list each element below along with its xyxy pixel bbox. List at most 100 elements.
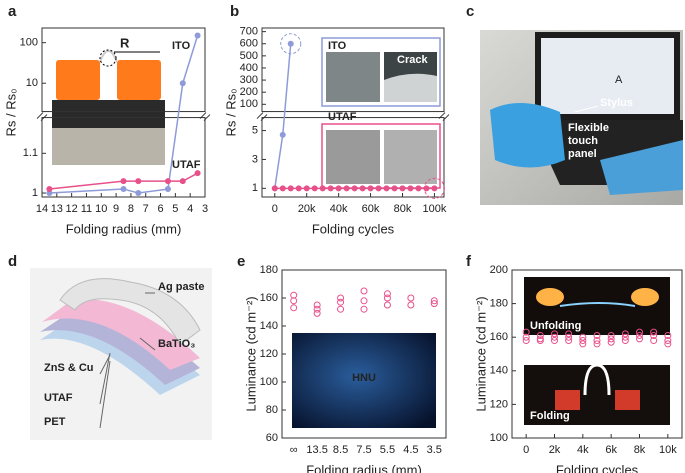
y-tick-label: 160 (260, 292, 278, 304)
micrograph-insets (321, 37, 441, 189)
panel-label: a (8, 3, 17, 20)
y-tick-label: 100 (260, 376, 278, 388)
leader-line (99, 352, 111, 405)
data-point (383, 185, 390, 192)
data-point (415, 185, 422, 192)
y-axis-label: Rs / Rs₀ (223, 88, 238, 136)
x-tick-label: 6 (157, 203, 163, 215)
leader-line (99, 354, 111, 375)
data-point (407, 301, 415, 309)
y-tick-label: 140 (260, 320, 278, 332)
plot-frame (511, 269, 683, 439)
data-point (360, 297, 368, 305)
data-point (135, 178, 142, 185)
data-point (375, 185, 382, 192)
x-tick-label: 14 (36, 203, 48, 215)
data-point (120, 178, 127, 185)
panel-label: f (466, 253, 472, 270)
photo-label: Flexible (568, 122, 609, 134)
x-tick-label: 7 (143, 203, 149, 215)
y-tick-label: 600 (240, 38, 258, 50)
data-point (607, 338, 615, 346)
data-point (565, 330, 573, 338)
highlight (423, 177, 445, 199)
x-axis-label: Folding cycles (556, 462, 639, 473)
annotation: HNU (352, 372, 376, 384)
x-tick-label: 5.5 (380, 444, 395, 456)
y-tick-label: 1.1 (23, 147, 38, 159)
layer-label: PET (44, 416, 66, 428)
x-tick-label: 9 (113, 203, 119, 215)
y-axis-label: Luminance (cd m⁻²) (243, 296, 258, 411)
data-point (313, 305, 321, 313)
leader-line (99, 360, 111, 429)
x-tick-label: 20k (298, 203, 316, 215)
x-tick-label: 3 (202, 203, 208, 215)
photo-label: touch (568, 135, 598, 147)
x-tick-label: 4k (577, 444, 589, 456)
x-tick-label: 80k (394, 203, 412, 215)
data-point (522, 333, 530, 341)
data-point (621, 330, 629, 338)
data-point (407, 185, 414, 192)
axis-break (199, 112, 211, 121)
data-point (337, 305, 345, 313)
data-point (383, 294, 391, 302)
x-tick-label: 10k (659, 444, 677, 456)
y-tick-label: 80 (266, 404, 278, 416)
plot-frame (261, 117, 445, 198)
data-point (593, 340, 601, 348)
y-tick-label: 100 (240, 98, 258, 110)
highlight (280, 33, 302, 55)
data-point (194, 170, 201, 177)
data-point (290, 297, 298, 305)
x-tick-label: ∞ (290, 444, 298, 456)
panel-label: e (237, 253, 245, 270)
data-point (337, 294, 345, 302)
x-axis-label: Folding radius (mm) (306, 462, 422, 473)
data-point (650, 337, 658, 345)
data-point (391, 185, 398, 192)
x-tick-label: 11 (81, 203, 92, 215)
data-point (664, 332, 672, 340)
data-point (295, 185, 302, 192)
photo-c: A (480, 30, 683, 205)
photo-label: Stylus (600, 97, 633, 109)
series-line (49, 35, 199, 194)
x-tick-label: 13 (51, 203, 63, 215)
data-point (287, 40, 294, 47)
x-tick-label: 8.5 (333, 444, 348, 456)
data-point (565, 337, 573, 345)
data-point (536, 332, 544, 340)
y-tick-label: 400 (240, 62, 258, 74)
data-point (311, 185, 318, 192)
x-axis-label: Folding radius (mm) (66, 221, 182, 236)
data-point (522, 337, 530, 345)
data-point (636, 332, 643, 340)
layer-label: Ag paste (158, 281, 204, 293)
y-tick-label: 120 (490, 398, 508, 410)
x-tick-label: 3.5 (427, 444, 442, 456)
panel-label: d (8, 253, 17, 270)
y-tick-label: 200 (240, 86, 258, 98)
data-point (271, 185, 278, 192)
series-line (274, 43, 292, 189)
data-point (46, 186, 53, 193)
y-tick-label: 120 (260, 348, 278, 360)
y-tick-label: 180 (490, 298, 508, 310)
data-point (650, 328, 658, 336)
x-tick-label: 60k (362, 203, 380, 215)
data-point (164, 178, 171, 185)
x-tick-label: 0 (272, 203, 278, 215)
data-point (360, 305, 368, 313)
data-point (327, 185, 334, 192)
data-point (565, 333, 573, 341)
data-point (636, 328, 643, 336)
plot-frame (41, 27, 206, 113)
data-point (279, 185, 286, 192)
y-tick-label: 180 (260, 264, 278, 276)
y-tick-label: 1 (32, 187, 38, 199)
data-point (621, 337, 629, 345)
y-tick-label: 60 (266, 432, 278, 444)
x-tick-label: 8 (128, 203, 134, 215)
